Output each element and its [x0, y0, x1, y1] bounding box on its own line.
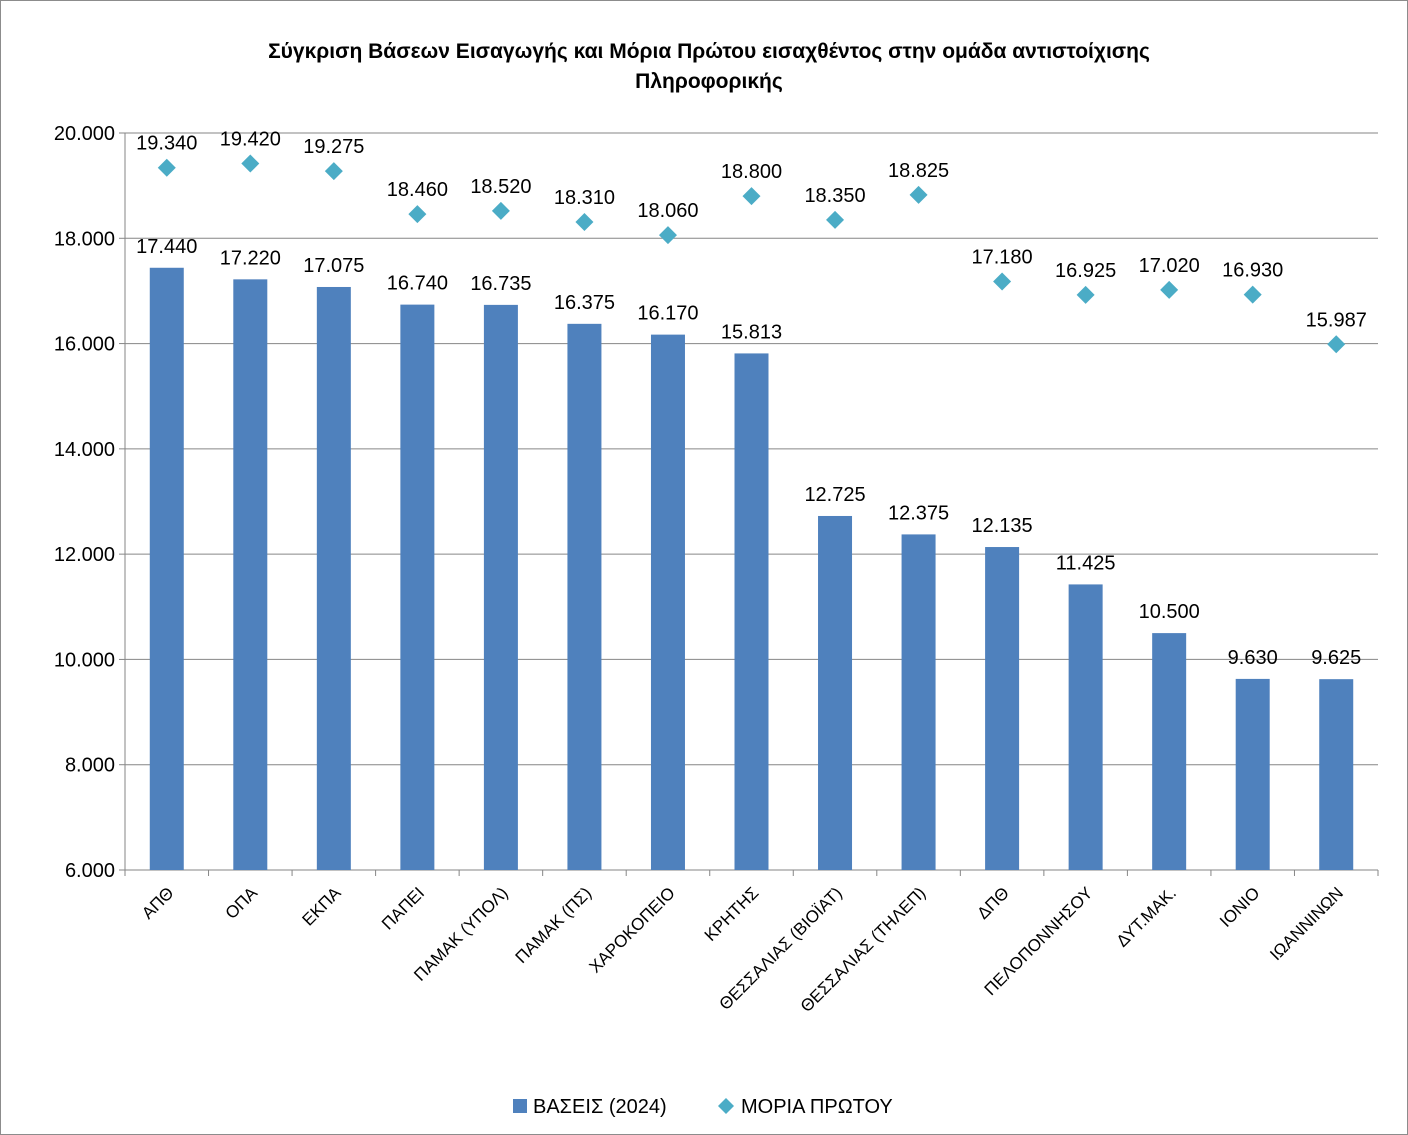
category-label-2: ΟΠΑ: [222, 883, 262, 923]
marker-label-14: 16.930: [1222, 260, 1283, 282]
category-label-4: ΠΑΠΕΙ: [378, 883, 428, 933]
y-tick-label: 10.000: [54, 649, 115, 671]
bar-label-6: 16.375: [554, 292, 615, 314]
bar-5: [483, 304, 518, 871]
marker-14: [1243, 285, 1262, 304]
bar-4: [400, 304, 435, 870]
y-tick-label: 16.000: [54, 334, 115, 356]
legend-label-markers: ΜΟΡΙΑ ΠΡΩΤΟΥ: [741, 1096, 893, 1118]
marker-label-4: 18.460: [387, 179, 448, 201]
y-tick-label: 14.000: [54, 439, 115, 461]
y-tick-label: 6.000: [65, 860, 115, 882]
y-tick-label: 18.000: [54, 228, 115, 250]
category-label-13: ΔΥΤ.ΜΑΚ.: [1113, 883, 1180, 950]
marker-7: [658, 226, 677, 245]
chart-title-line-2: Πληροφορικής: [635, 70, 783, 93]
bar-15: [1319, 679, 1354, 870]
marker-4: [408, 205, 427, 224]
category-label-14: ΙΟΝΙΟ: [1216, 883, 1263, 930]
bar-label-1: 17.440: [136, 236, 197, 258]
bar-14: [1235, 678, 1270, 870]
marker-13: [1160, 280, 1179, 299]
marker-10: [909, 185, 928, 204]
bar-2: [233, 279, 268, 870]
bar-13: [1152, 633, 1187, 870]
bar-label-10: 12.375: [888, 502, 949, 524]
y-tick-label: 12.000: [54, 544, 115, 566]
bar-3: [316, 286, 351, 870]
bar-12: [1068, 584, 1103, 870]
marker-label-15: 15.987: [1306, 309, 1367, 331]
bar-label-3: 17.075: [303, 255, 364, 277]
marker-label-2: 19.420: [220, 129, 281, 151]
legend-label-bars: ΒΑΣΕΙΣ (2024): [533, 1096, 667, 1118]
marker-label-8: 18.800: [721, 161, 782, 183]
marker-6: [575, 212, 594, 231]
bar-10: [901, 534, 936, 870]
category-label-15: ΙΩΑΝΝΙΝΩΝ: [1266, 883, 1347, 964]
marker-2: [241, 154, 260, 173]
marker-5: [491, 201, 510, 220]
bar-6: [567, 323, 602, 871]
y-tick-label: 20.000: [54, 123, 115, 145]
marker-label-11: 17.180: [972, 246, 1033, 268]
legend-swatch-bars: [513, 1099, 527, 1113]
marker-label-13: 17.020: [1139, 255, 1200, 277]
marker-1: [157, 158, 176, 177]
y-tick-label: 8.000: [65, 755, 115, 777]
category-label-6: ΠΑΜΑΚ (ΠΣ): [512, 883, 596, 967]
bar-label-12: 11.425: [1056, 552, 1116, 574]
bar-1: [149, 267, 184, 870]
marker-9: [826, 210, 845, 229]
legend-swatch-markers: [718, 1098, 734, 1114]
marker-15: [1327, 335, 1346, 354]
bar-label-7: 16.170: [637, 303, 698, 325]
bar-label-14: 9.630: [1228, 647, 1278, 669]
category-label-7: ΧΑΡΟΚΟΠΕΙΟ: [586, 883, 679, 976]
marker-label-3: 19.275: [303, 136, 364, 158]
marker-label-1: 19.340: [136, 133, 197, 155]
marker-label-10: 18.825: [888, 160, 949, 182]
chart-title-line-1: Σύγκριση Βάσεων Εισαγωγής και Μόρια Πρώτ…: [268, 40, 1150, 63]
marker-label-9: 18.350: [804, 185, 865, 207]
category-label-8: ΚΡΗΤΗΣ: [701, 883, 763, 945]
category-label-11: ΔΠΘ: [973, 883, 1012, 922]
marker-12: [1076, 285, 1095, 304]
marker-label-12: 16.925: [1055, 260, 1116, 282]
bar-7: [650, 334, 685, 870]
marker-label-5: 18.520: [470, 176, 531, 198]
bar-label-13: 10.500: [1139, 601, 1200, 623]
bar-label-2: 17.220: [220, 247, 281, 269]
bar-label-15: 9.625: [1311, 647, 1361, 669]
bar-label-11: 12.135: [972, 515, 1033, 537]
marker-label-6: 18.310: [554, 187, 615, 209]
bar-label-9: 12.725: [804, 484, 865, 506]
marker-8: [742, 187, 761, 206]
marker-11: [993, 272, 1012, 291]
bar-label-5: 16.735: [470, 273, 531, 295]
bar-label-4: 16.740: [387, 273, 448, 295]
bar-11: [985, 547, 1020, 870]
marker-label-7: 18.060: [637, 200, 698, 222]
marker-3: [324, 162, 343, 181]
bar-8: [734, 353, 769, 870]
bar-9: [818, 515, 853, 870]
category-label-1: ΑΠΘ: [138, 883, 177, 922]
category-label-3: ΕΚΠΑ: [298, 883, 345, 930]
bar-label-8: 15.813: [721, 321, 782, 343]
